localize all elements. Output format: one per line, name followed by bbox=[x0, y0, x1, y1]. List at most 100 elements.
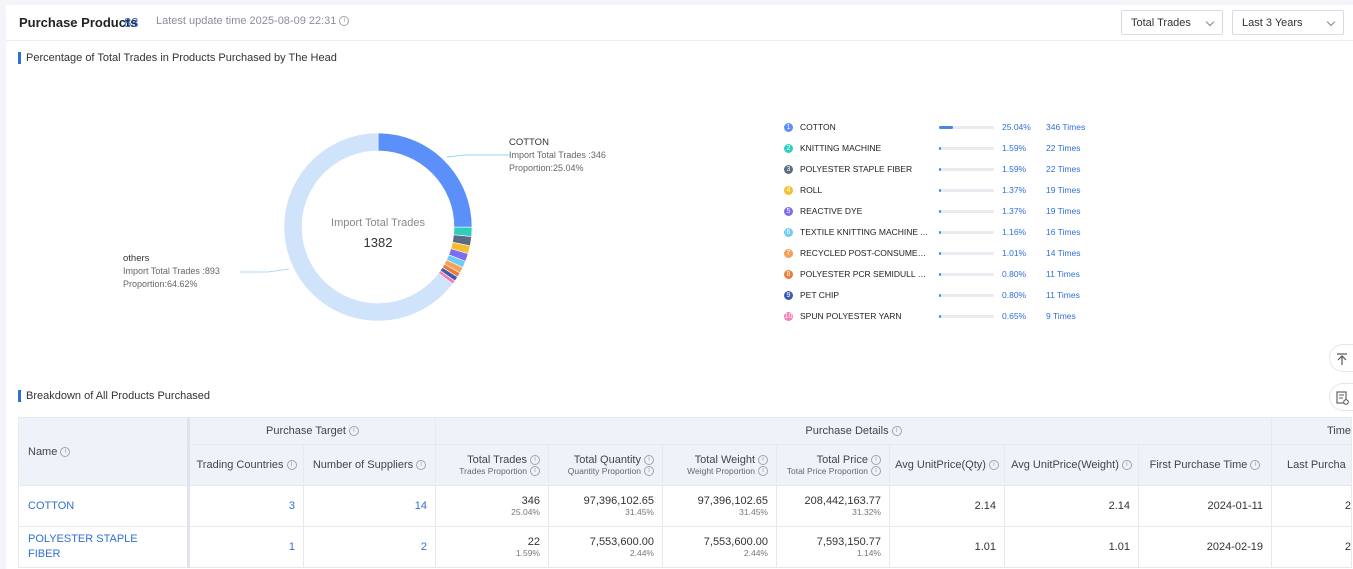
legend-progress-bar bbox=[939, 315, 994, 318]
legend-item-name: POLYESTER STAPLE FIBER bbox=[800, 164, 913, 174]
suppliers-cell: 2 bbox=[303, 526, 436, 568]
info-icon[interactable]: i bbox=[60, 446, 71, 457]
info-icon[interactable]: i bbox=[339, 16, 350, 27]
legend-rank-badge: 5 bbox=[784, 207, 793, 216]
legend-item-times[interactable]: 19 Times bbox=[1046, 185, 1081, 195]
card-header: Purchase Products 83 Latest update time … bbox=[6, 5, 1353, 41]
col-first-purchase[interactable]: First Purchase Time i bbox=[1138, 444, 1272, 486]
countries-cell: 3 bbox=[188, 485, 304, 527]
col-trading-countries[interactable]: Trading Countries i bbox=[188, 444, 304, 486]
col-total-weight[interactable]: Total Weight i Weight Proportion i bbox=[662, 444, 777, 486]
col-avg-unit-weight[interactable]: Avg UnitPrice(Weight) i bbox=[1004, 444, 1139, 486]
col-total-price[interactable]: Total Price i Total Price Proportion i bbox=[776, 444, 890, 486]
legend-item-percent: 0.65% bbox=[1002, 311, 1027, 321]
price-value: 208,442,163.77 bbox=[804, 495, 881, 507]
range-select[interactable]: Last 3 Years bbox=[1232, 10, 1344, 35]
price-cell: 7,593,150.77 1.14% bbox=[776, 526, 890, 568]
price-pct: 31.32% bbox=[852, 507, 881, 517]
countries-link[interactable]: 1 bbox=[288, 541, 295, 553]
chevron-down-icon bbox=[1205, 17, 1215, 27]
legend-item-times[interactable]: 16 Times bbox=[1046, 227, 1081, 237]
legend-item-name: RECYCLED POST-CONSUMER... bbox=[800, 248, 928, 258]
info-icon[interactable]: i bbox=[644, 466, 654, 477]
legend-item-percent: 0.80% bbox=[1002, 269, 1027, 279]
suppliers-link[interactable]: 2 bbox=[420, 541, 427, 553]
info-icon[interactable]: i bbox=[1121, 460, 1132, 471]
suppliers-link[interactable]: 14 bbox=[414, 500, 427, 512]
back-to-top-button[interactable] bbox=[1329, 344, 1353, 372]
legend-progress-fill bbox=[939, 231, 941, 234]
info-icon[interactable]: i bbox=[871, 454, 881, 465]
donut-slice-others[interactable] bbox=[283, 132, 454, 322]
legend-progress-bar bbox=[939, 168, 994, 171]
legend-item-times[interactable]: 22 Times bbox=[1046, 143, 1081, 153]
callout-line-cotton bbox=[446, 154, 510, 158]
row-name-cell: COTTON bbox=[18, 485, 190, 527]
product-link[interactable]: POLYESTER STAPLE FIBER bbox=[28, 533, 138, 560]
info-icon[interactable]: i bbox=[1250, 460, 1261, 471]
callout-cotton-name: COTTON bbox=[509, 137, 549, 148]
legend-rank-badge: 9 bbox=[784, 291, 793, 300]
legend-rank-badge: 7 bbox=[784, 249, 793, 258]
legend-item-times[interactable]: 11 Times bbox=[1046, 269, 1080, 279]
weight-pct: 2.44% bbox=[743, 548, 768, 558]
price-cell: 208,442,163.77 31.32% bbox=[776, 485, 890, 527]
table-row: POLYESTER STAPLE FIBER 1 2 22 1.59% 7,553… bbox=[18, 526, 1352, 568]
info-icon[interactable]: i bbox=[530, 466, 540, 477]
countries-link[interactable]: 3 bbox=[288, 500, 295, 512]
info-icon[interactable]: i bbox=[416, 460, 427, 471]
legend-item-times[interactable]: 9 Times bbox=[1046, 311, 1076, 321]
legend-item-times[interactable]: 19 Times bbox=[1046, 206, 1081, 216]
info-icon[interactable]: i bbox=[758, 466, 768, 477]
info-icon[interactable]: i bbox=[758, 454, 768, 465]
chevron-down-icon bbox=[1326, 17, 1336, 27]
qty-value: 97,396,102.65 bbox=[583, 495, 654, 507]
metric-select[interactable]: Total Trades bbox=[1121, 10, 1223, 35]
legend-rank-badge: 3 bbox=[784, 165, 793, 174]
feedback-button[interactable] bbox=[1329, 383, 1353, 411]
col-price-proportion-label: Total Price Proportion bbox=[786, 465, 868, 476]
product-count: 83 bbox=[124, 15, 139, 30]
metric-select-value: Total Trades bbox=[1131, 17, 1191, 29]
info-icon[interactable]: i bbox=[286, 460, 297, 471]
info-icon[interactable]: i bbox=[530, 454, 540, 465]
legend-progress-bar bbox=[939, 189, 994, 192]
legend-item-times[interactable]: 346 Times bbox=[1046, 122, 1086, 132]
col-avg-unit-qty[interactable]: Avg UnitPrice(Qty) i bbox=[889, 444, 1005, 486]
legend-progress-fill bbox=[939, 168, 941, 171]
info-icon[interactable]: i bbox=[348, 426, 359, 437]
suppliers-cell: 14 bbox=[303, 485, 436, 527]
col-total-quantity[interactable]: Total Quantity i Quantity Proportion i bbox=[548, 444, 663, 486]
col-total-trades[interactable]: Total Trades i Trades Proportion i bbox=[435, 444, 549, 486]
legend-item-times[interactable]: 11 Times bbox=[1046, 290, 1080, 300]
product-link[interactable]: COTTON bbox=[28, 500, 75, 512]
col-last-purchase[interactable]: Last Purcha bbox=[1271, 444, 1352, 486]
info-icon[interactable]: i bbox=[891, 426, 902, 437]
col-name[interactable]: Name i bbox=[18, 417, 190, 486]
callout-others-proportion: Proportion:64.62% bbox=[123, 279, 198, 289]
unit-qty-cell: 2.14 bbox=[889, 485, 1005, 527]
legend-item-name: KNITTING MACHINE bbox=[800, 143, 882, 153]
trades-cell: 22 1.59% bbox=[435, 526, 549, 568]
donut-slice-1[interactable] bbox=[377, 132, 473, 228]
legend-rank-badge: 4 bbox=[784, 186, 793, 195]
legend-item-percent: 1.37% bbox=[1002, 185, 1027, 195]
col-avg-unit-weight-label: Avg UnitPrice(Weight) bbox=[1011, 459, 1119, 471]
legend-item-times[interactable]: 14 Times bbox=[1046, 248, 1081, 258]
qty-pct: 2.44% bbox=[629, 548, 654, 558]
info-icon[interactable]: i bbox=[871, 466, 881, 477]
trades-pct: 25.04% bbox=[511, 507, 540, 517]
info-icon[interactable]: i bbox=[644, 454, 654, 465]
info-icon[interactable]: i bbox=[988, 460, 999, 471]
legend-rank-badge: 2 bbox=[784, 144, 793, 153]
col-suppliers[interactable]: Number of Suppliers i bbox=[303, 444, 436, 486]
col-total-trades-label: Total Trades bbox=[467, 453, 527, 466]
group-time-label: Time bbox=[1326, 425, 1351, 437]
weight-cell: 97,396,102.65 31.45% bbox=[662, 485, 777, 527]
qty-cell: 7,553,600.00 2.44% bbox=[548, 526, 663, 568]
col-total-price-label: Total Price bbox=[816, 453, 868, 466]
trades-cell: 346 25.04% bbox=[435, 485, 549, 527]
legend-item-times[interactable]: 22 Times bbox=[1046, 164, 1081, 174]
col-avg-unit-qty-label: Avg UnitPrice(Qty) bbox=[895, 459, 986, 471]
legend-rank-badge: 6 bbox=[784, 228, 793, 237]
